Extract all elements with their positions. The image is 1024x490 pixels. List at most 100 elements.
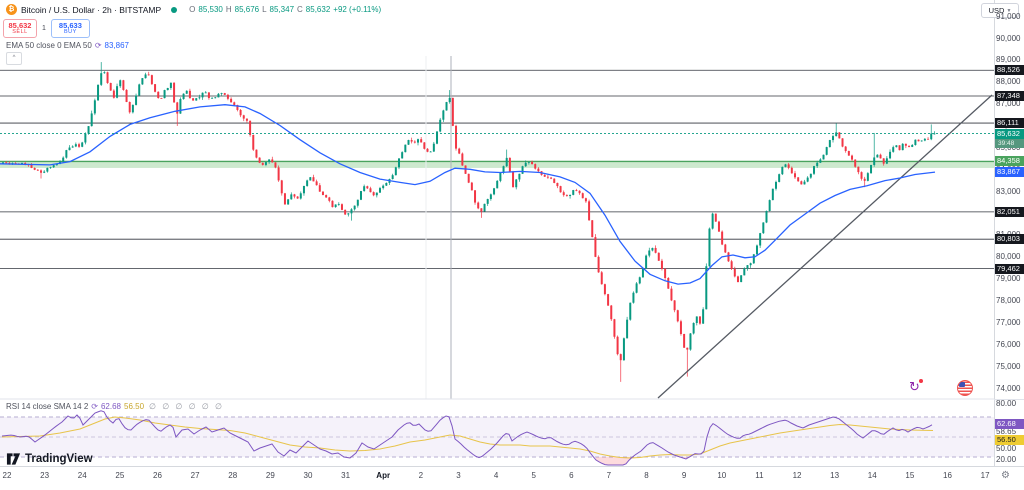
price-tick-label: 77,000 [996,317,1021,327]
price-tick-label: 74,000 [996,383,1021,393]
rsi-legend-label: RSI 14 close SMA 14 2 [6,402,89,411]
buy-label: BUY [64,29,77,35]
tradingview-logo-text: TradingView [25,453,93,465]
price-badge-level: 80,803 [995,234,1024,245]
time-tick-label: 22 [2,471,12,480]
price-tick-label: 75,000 [996,361,1021,371]
price-tick-label: 87,000 [996,99,1021,109]
price-tick-label: 80,000 [996,252,1021,262]
refresh-glyph: ↻ [909,379,920,394]
change-value: +92 (+0.11%) [333,5,382,14]
rsi-oversold-area [596,457,635,465]
time-tick-label: 16 [943,471,952,480]
sell-button[interactable]: 85,632 SELL [3,19,37,38]
time-tick-label: 7 [606,471,612,480]
rsi-badge: 56.50 [995,435,1024,445]
time-tick-label: 30 [303,471,313,480]
time-axis[interactable] [0,466,1024,490]
flag-union [959,382,965,387]
time-tick-label: 12 [792,471,802,480]
time-tick-label: 27 [190,471,200,480]
time-tick-label: 28 [228,471,238,480]
time-tick-label: 10 [717,471,727,480]
sell-label: SELL [12,29,28,35]
pane-separator [994,399,1024,400]
open-value: 85,530 [198,5,223,14]
rsi-sma-legend-value: 56.50 [124,402,145,411]
ohlc-values: O 85,530 H 85,676 L 85,347 C 85,632 +92 (+0.… [189,5,381,14]
ema-legend-value: 83,867 [104,41,129,50]
rsi-legend[interactable]: RSI 14 close SMA 14 2 ⟳ 62.68 56.50 ∅ ∅ … [6,402,224,411]
symbol-title[interactable]: Bitcoin / U.S. Dollar · 2h · BITSTAMP [21,4,162,15]
close-value: 85,632 [305,5,331,14]
spread-value: 1 [42,25,46,32]
time-tick-label: 6 [569,471,574,480]
symbol-header: ₿ Bitcoin / U.S. Dollar · 2h · BITSTAMP … [6,3,381,16]
ema-legend-label: EMA 50 close 0 EMA 50 [6,41,92,50]
price-axis[interactable] [994,0,1024,490]
sync-alert-icon[interactable]: ↻ [906,379,923,396]
high-label: H [225,5,232,14]
time-tick-label: 13 [830,471,840,480]
notification-dot [919,379,923,383]
tradingview-logo[interactable]: TradingView [6,452,93,466]
bar-countdown: 39:48 [995,138,1024,148]
ema-line [0,104,936,285]
buy-price: 85,633 [58,20,82,30]
low-label: L [262,5,267,14]
time-tick-label: 4 [493,471,499,480]
currency-label: USD [988,6,1005,15]
time-tick-label: 2 [418,471,424,480]
price-chart[interactable] [0,0,994,466]
time-tick-label: 24 [77,471,87,480]
rsi-badge: 62.68 [995,419,1024,429]
currency-selector[interactable]: USD ▼ [981,3,1019,18]
rsi-legend-value: 62.68 [100,402,121,411]
time-tick-label: 5 [531,471,536,480]
rsi-tick-label: 80.00 [996,399,1017,408]
time-tick-label: 14 [867,471,877,480]
price-tick-label: 79,000 [996,274,1021,284]
rsi-sma-line [1,416,934,459]
price-badge-level: 86,111 [995,118,1024,129]
rsi-empty-plots: ∅ ∅ ∅ ∅ ∅ ∅ [149,402,224,411]
ema-legend[interactable]: EMA 50 close 0 EMA 50 ⟳ 83,867 [6,41,129,50]
time-tick-label: 9 [681,471,687,480]
price-tick-label: 83,000 [996,186,1021,196]
refresh-spinner-icon: ⟳ [94,41,102,50]
rsi-tick-label: 58.65 [996,427,1017,436]
refresh-spinner-icon: ⟳ [91,402,98,411]
time-tick-label: 8 [644,471,649,480]
time-tick-label: 15 [905,471,915,480]
price-tick-label: 90,000 [996,33,1021,43]
price-badge-level: 88,526 [995,65,1024,76]
close-label: C [297,5,303,14]
market-status-icon[interactable] [171,6,178,13]
rsi-line [1,410,933,466]
us-flag-event-icon[interactable] [957,380,973,396]
bitcoin-icon: ₿ [6,4,17,15]
time-tick-label: 25 [115,471,125,480]
sell-price: 85,632 [8,20,32,30]
chevron-down-icon: ▼ [1006,7,1012,14]
collapse-legend-button[interactable]: ^ [6,52,22,65]
price-badge-level: 82,051 [995,206,1024,217]
trade-panel: 85,632 SELL 1 85,633 BUY [3,19,90,38]
time-tick-label: 29 [265,471,275,480]
price-tick-label: 88,000 [996,77,1021,87]
settings-gear-icon[interactable]: ⚙ [1001,470,1010,481]
price-badge-price: 85,632 [995,128,1024,139]
price-badge-ema: 83,867 [995,167,1024,178]
price-tick-label: 91,000 [996,11,1021,21]
price-badge-level: 79,462 [995,263,1024,274]
trend-line [657,94,993,399]
price-badge-zone: 84,358 [995,156,1024,167]
time-tick-label: 23 [40,471,50,480]
time-tick-label: Apr [376,471,391,480]
time-tick-label: 17 [980,471,990,480]
buy-button[interactable]: 85,633 BUY [50,19,90,38]
time-tick-label: 31 [341,471,351,480]
support-zone [0,162,994,168]
high-value: 85,676 [234,5,260,14]
